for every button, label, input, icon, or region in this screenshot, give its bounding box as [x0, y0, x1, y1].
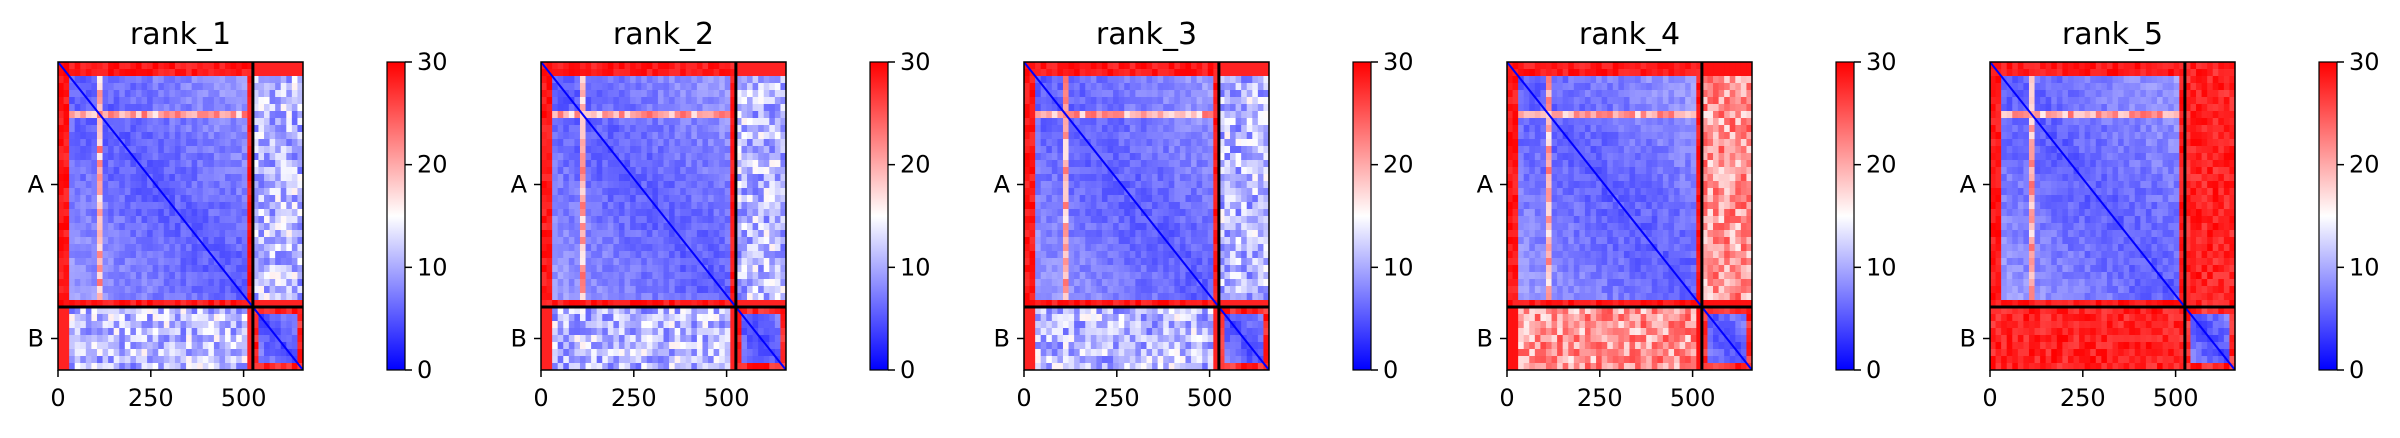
- colorbar-tick-label: 20: [1866, 151, 1897, 179]
- x-tick-label: 250: [1577, 384, 1623, 412]
- pae-heatmap: [58, 62, 303, 370]
- colorbar-tick-label: 30: [1383, 48, 1414, 76]
- chain-label: B: [1477, 325, 1493, 353]
- colorbar-tick-label: 20: [2349, 151, 2380, 179]
- colorbar-tick-label: 0: [417, 356, 432, 384]
- pae-diagonal: [58, 62, 303, 370]
- x-tick-label: 500: [704, 384, 750, 412]
- colorbar-tick-label: 20: [417, 151, 448, 179]
- x-tick-label: 500: [221, 384, 267, 412]
- chain-label: B: [511, 325, 527, 353]
- panel-title: rank_4: [1579, 17, 1680, 52]
- colorbar: [1835, 61, 1855, 371]
- colorbar-tick-label: 0: [2349, 356, 2364, 384]
- colorbar-tick-label: 30: [900, 48, 931, 76]
- x-tick-label: 500: [1187, 384, 1233, 412]
- pae-heatmap: [1507, 62, 1752, 370]
- axes-frame: [1506, 61, 1753, 371]
- x-tick-label: 250: [1094, 384, 1140, 412]
- colorbar-tick-label: 0: [1866, 356, 1881, 384]
- colorbar-tick-label: 0: [1383, 356, 1398, 384]
- colorbar-tick-label: 10: [1383, 253, 1414, 281]
- colorbar-tick-label: 30: [2349, 48, 2380, 76]
- axes-frame: [1023, 61, 1270, 371]
- colorbar: [2318, 61, 2338, 371]
- chain-label: A: [1960, 171, 1977, 199]
- chain-label: B: [994, 325, 1010, 353]
- pae-panel-5: rank_5 0 250 500 A B 0 10 20 30: [1960, 17, 2380, 412]
- colorbar: [1352, 61, 1372, 371]
- axes-frame: [1989, 61, 2236, 371]
- pae-diagonal: [541, 62, 786, 370]
- pae-heatmap: [541, 62, 786, 370]
- x-tick-label: 0: [533, 384, 548, 412]
- x-tick-label: 250: [128, 384, 174, 412]
- pae-diagonal: [1990, 62, 2235, 370]
- pae-panel-3: rank_3 0 250 500 A B 0 10 20 30: [994, 17, 1414, 412]
- colorbar-tick-label: 20: [900, 151, 931, 179]
- x-tick-label: 250: [611, 384, 657, 412]
- panel-title: rank_5: [2062, 17, 2163, 52]
- x-tick-label: 0: [50, 384, 65, 412]
- pae-heatmap: [1024, 62, 1269, 370]
- pae-panel-2: rank_2 0 250 500 A B 0 10 20 30: [511, 17, 931, 412]
- pae-diagonal: [1024, 62, 1269, 370]
- axes-frame: [540, 61, 787, 371]
- chain-label: A: [511, 171, 528, 199]
- x-tick-label: 500: [1670, 384, 1716, 412]
- x-tick-label: 0: [1982, 384, 1997, 412]
- x-tick-label: 500: [2153, 384, 2199, 412]
- x-tick-label: 0: [1016, 384, 1031, 412]
- colorbar-tick-label: 30: [417, 48, 448, 76]
- x-tick-label: 0: [1499, 384, 1514, 412]
- chain-label: A: [1477, 171, 1494, 199]
- axes-frame: [57, 61, 304, 371]
- pae-diagonal: [1507, 62, 1752, 370]
- colorbar-tick-label: 30: [1866, 48, 1897, 76]
- colorbar-tick-label: 10: [417, 253, 448, 281]
- panel-title: rank_3: [1096, 17, 1197, 52]
- x-tick-label: 250: [2060, 384, 2106, 412]
- colorbar-tick-label: 20: [1383, 151, 1414, 179]
- colorbar-tick-label: 10: [2349, 253, 2380, 281]
- pae-panel-1: rank_1 0 250 500 A B 0 10 20 30: [28, 17, 448, 412]
- chain-label: B: [1960, 325, 1976, 353]
- chain-label: B: [28, 325, 44, 353]
- chain-label: A: [28, 171, 45, 199]
- colorbar: [386, 61, 406, 371]
- chain-label: A: [994, 171, 1011, 199]
- colorbar-tick-label: 10: [900, 253, 931, 281]
- colorbar: [869, 61, 889, 371]
- panel-title: rank_1: [130, 17, 231, 52]
- colorbar-tick-label: 0: [900, 356, 915, 384]
- panel-title: rank_2: [613, 17, 714, 52]
- pae-panel-4: rank_4 0 250 500 A B 0 10 20 30: [1477, 17, 1897, 412]
- pae-heatmap: [1990, 62, 2235, 370]
- colorbar-tick-label: 10: [1866, 253, 1897, 281]
